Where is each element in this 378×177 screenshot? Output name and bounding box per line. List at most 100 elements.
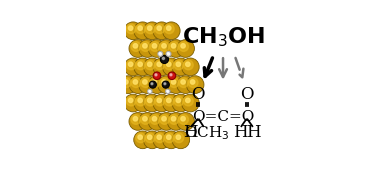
Circle shape bbox=[162, 116, 166, 121]
Circle shape bbox=[141, 42, 150, 52]
Circle shape bbox=[134, 58, 152, 76]
Circle shape bbox=[138, 135, 143, 139]
Circle shape bbox=[179, 42, 189, 52]
Circle shape bbox=[157, 135, 161, 139]
Circle shape bbox=[162, 80, 166, 84]
Circle shape bbox=[138, 62, 143, 66]
Circle shape bbox=[155, 60, 165, 70]
Circle shape bbox=[126, 24, 136, 34]
Circle shape bbox=[133, 80, 138, 84]
Circle shape bbox=[134, 131, 152, 149]
Circle shape bbox=[167, 90, 168, 92]
Circle shape bbox=[169, 42, 179, 52]
Circle shape bbox=[138, 76, 156, 93]
Circle shape bbox=[167, 62, 171, 66]
Circle shape bbox=[186, 62, 190, 66]
Text: O: O bbox=[192, 86, 205, 103]
Circle shape bbox=[162, 81, 169, 88]
Circle shape bbox=[149, 81, 156, 88]
Circle shape bbox=[179, 78, 189, 88]
Circle shape bbox=[129, 113, 147, 130]
Circle shape bbox=[152, 44, 156, 48]
Circle shape bbox=[167, 98, 171, 102]
Text: OCH$_3$: OCH$_3$ bbox=[184, 124, 229, 142]
Circle shape bbox=[131, 78, 141, 88]
Circle shape bbox=[143, 80, 147, 84]
Circle shape bbox=[177, 76, 194, 93]
Circle shape bbox=[171, 44, 176, 48]
Circle shape bbox=[167, 40, 185, 57]
Circle shape bbox=[163, 58, 180, 76]
Circle shape bbox=[176, 62, 181, 66]
Circle shape bbox=[150, 78, 160, 88]
Circle shape bbox=[136, 60, 146, 70]
Circle shape bbox=[170, 74, 172, 76]
Text: O: O bbox=[240, 86, 254, 103]
Circle shape bbox=[176, 98, 181, 102]
Circle shape bbox=[153, 131, 170, 149]
Circle shape bbox=[133, 116, 138, 121]
Circle shape bbox=[163, 22, 180, 40]
Circle shape bbox=[147, 135, 152, 139]
Circle shape bbox=[152, 116, 156, 121]
Circle shape bbox=[168, 72, 176, 80]
Circle shape bbox=[148, 89, 152, 94]
Circle shape bbox=[172, 58, 190, 76]
Circle shape bbox=[163, 131, 180, 149]
Circle shape bbox=[147, 98, 152, 102]
Circle shape bbox=[153, 22, 170, 40]
Circle shape bbox=[124, 22, 142, 40]
Circle shape bbox=[153, 72, 161, 80]
Circle shape bbox=[164, 83, 166, 85]
Circle shape bbox=[155, 74, 157, 76]
Circle shape bbox=[124, 58, 142, 76]
Circle shape bbox=[167, 53, 169, 54]
Circle shape bbox=[138, 98, 143, 102]
Circle shape bbox=[131, 115, 141, 124]
Circle shape bbox=[145, 133, 155, 143]
Text: H: H bbox=[233, 124, 247, 141]
Circle shape bbox=[155, 24, 165, 34]
Circle shape bbox=[169, 115, 179, 124]
Circle shape bbox=[188, 78, 198, 88]
Circle shape bbox=[143, 116, 147, 121]
Circle shape bbox=[152, 80, 156, 84]
Circle shape bbox=[129, 26, 133, 30]
Circle shape bbox=[160, 55, 169, 64]
Circle shape bbox=[176, 135, 181, 139]
Circle shape bbox=[164, 133, 174, 143]
Circle shape bbox=[157, 98, 161, 102]
Circle shape bbox=[160, 42, 169, 52]
Circle shape bbox=[138, 113, 156, 130]
Circle shape bbox=[138, 26, 143, 30]
Circle shape bbox=[147, 62, 152, 66]
Circle shape bbox=[166, 52, 171, 56]
Circle shape bbox=[164, 96, 174, 106]
Circle shape bbox=[129, 40, 147, 57]
Circle shape bbox=[153, 58, 170, 76]
Circle shape bbox=[126, 96, 136, 106]
Circle shape bbox=[150, 115, 160, 124]
Circle shape bbox=[148, 76, 166, 93]
Circle shape bbox=[167, 135, 171, 139]
Circle shape bbox=[167, 76, 185, 93]
Circle shape bbox=[143, 94, 161, 112]
Circle shape bbox=[186, 76, 204, 93]
Circle shape bbox=[162, 44, 166, 48]
Circle shape bbox=[181, 80, 185, 84]
Text: H: H bbox=[246, 124, 261, 141]
Circle shape bbox=[164, 24, 174, 34]
Circle shape bbox=[153, 94, 170, 112]
Circle shape bbox=[136, 96, 146, 106]
Circle shape bbox=[167, 26, 171, 30]
Circle shape bbox=[181, 44, 185, 48]
Circle shape bbox=[143, 58, 161, 76]
Circle shape bbox=[141, 78, 150, 88]
Text: O=C=O: O=C=O bbox=[192, 110, 254, 124]
Circle shape bbox=[155, 133, 165, 143]
Circle shape bbox=[133, 44, 138, 48]
Circle shape bbox=[147, 26, 152, 30]
Circle shape bbox=[143, 44, 147, 48]
Circle shape bbox=[149, 90, 150, 92]
Circle shape bbox=[151, 83, 153, 85]
